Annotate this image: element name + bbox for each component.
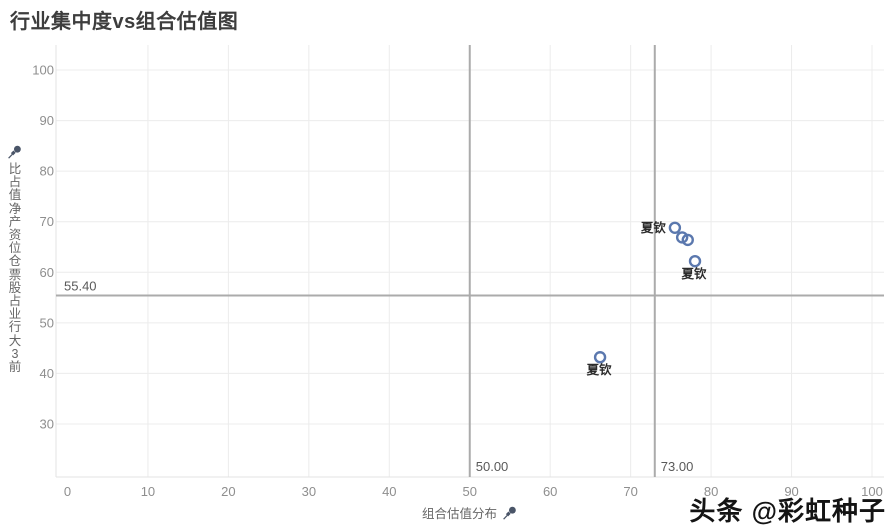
h-reference-line-label: 55.40 (64, 279, 97, 294)
x-tick-label: 80 (704, 484, 718, 499)
data-point[interactable] (668, 221, 682, 234)
v-reference-line-label: 50.00 (476, 459, 509, 474)
pin-icon[interactable] (7, 144, 23, 160)
x-tick-label: 60 (543, 484, 557, 499)
v-reference-line-label: 73.00 (661, 459, 694, 474)
data-point-label: 夏钦 (586, 362, 613, 377)
y-tick-label: 40 (40, 366, 54, 381)
chart-title: 行业集中度vs组合估值图 (10, 11, 239, 33)
data-point[interactable] (681, 233, 694, 247)
data-point-label: 夏钦 (681, 266, 708, 281)
x-axis-title-label: 组合估值分布 (421, 507, 497, 521)
y-tick-label: 70 (40, 214, 54, 229)
y-tick-label: 80 (40, 164, 54, 179)
x-tick-label: 10 (141, 484, 155, 499)
x-axis-title: 组合估值分布 (56, 503, 884, 522)
pin-icon[interactable] (502, 505, 518, 521)
data-point[interactable] (688, 254, 702, 268)
y-tick-label: 50 (40, 315, 54, 330)
x-tick-label: 70 (623, 484, 637, 499)
data-point-label: 夏钦 (640, 220, 667, 235)
data-point[interactable] (593, 351, 607, 364)
watermark: 头条 @彩虹种子 (689, 496, 886, 526)
y-tick-label: 30 (40, 416, 54, 431)
x-tick-label: 90 (784, 484, 798, 499)
y-tick-label: 90 (40, 113, 54, 128)
x-tick-label: 100 (861, 484, 883, 499)
y-tick-label: 100 (32, 63, 54, 78)
x-tick-label: 40 (382, 484, 396, 499)
x-tick-label: 0 (64, 484, 71, 499)
x-tick-label: 30 (302, 484, 316, 499)
x-tick-label: 20 (221, 484, 235, 499)
x-tick-label: 50 (463, 484, 477, 499)
y-tick-label: 60 (40, 265, 54, 280)
